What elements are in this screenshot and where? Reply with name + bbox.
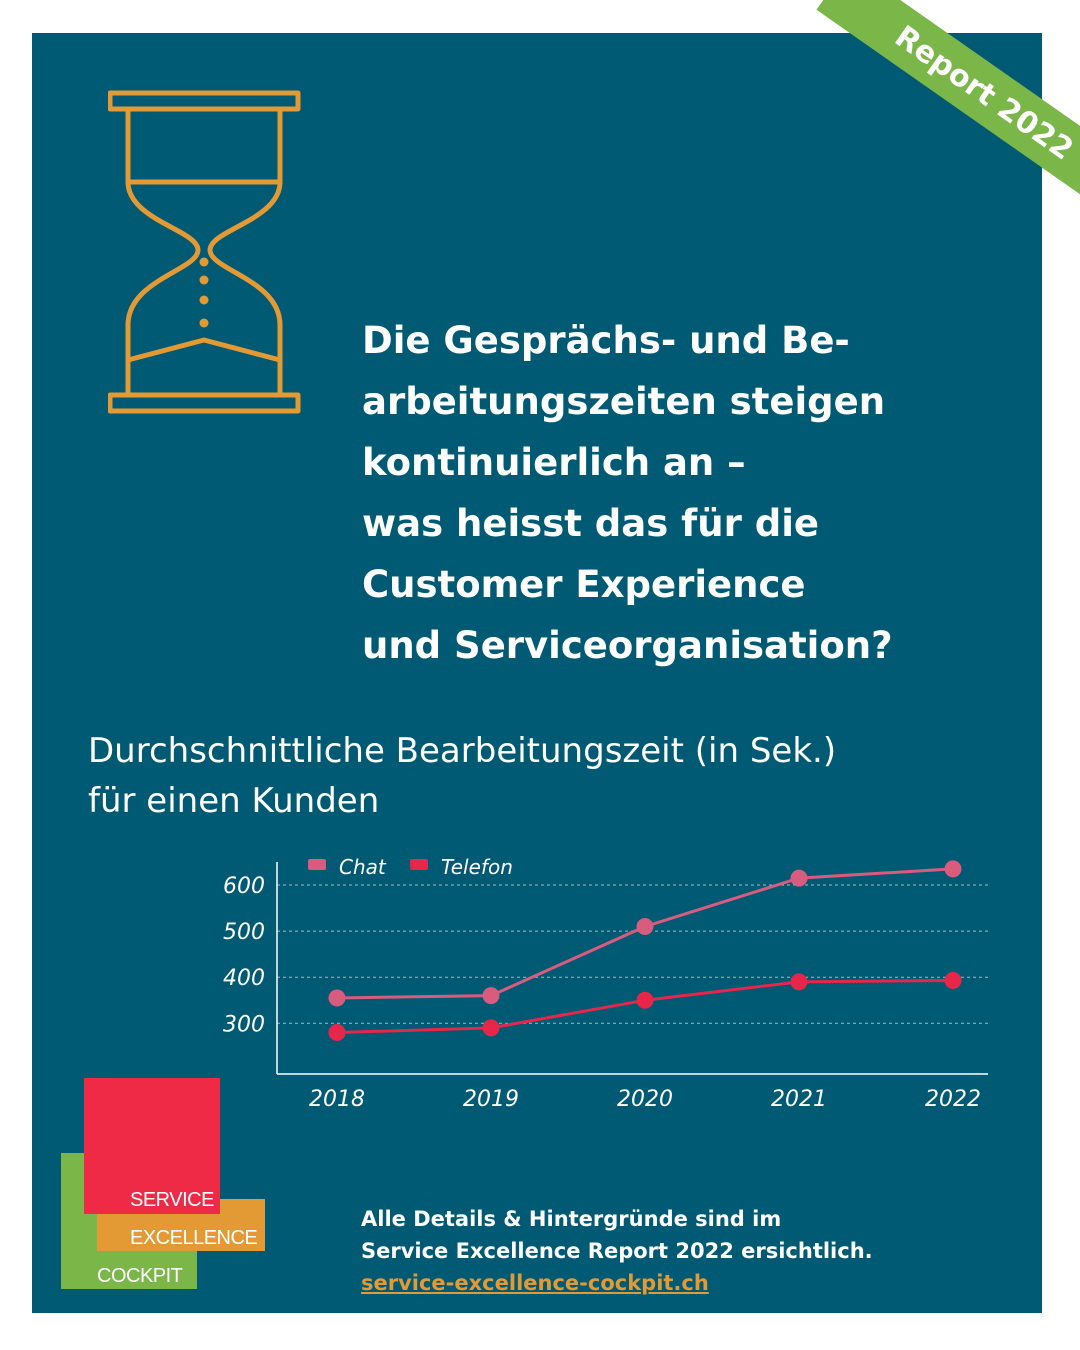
chart-title: Durchschnittliche Bearbeitungszeit (in S…: [88, 726, 836, 826]
website-link[interactable]: service-excellence-cockpit.ch: [361, 1271, 709, 1295]
headline-line: Customer Experience: [362, 563, 806, 606]
headline-line: kontinuierlich an –: [362, 441, 746, 484]
headline-line: was heisst das für die: [362, 502, 819, 545]
footer-line: Service Excellence Report 2022 ersichtli…: [361, 1239, 873, 1263]
logo-text-cockpit: COCKPIT: [97, 1265, 183, 1287]
logo-text-excellence: EXCELLENCE: [130, 1227, 258, 1249]
headline: Die Gesprächs- und Be- arbeitungszeiten …: [362, 310, 1022, 676]
logo-red-square: [84, 1078, 220, 1214]
logo-text-service: SERVICE: [130, 1189, 214, 1211]
headline-line: Die Gesprächs- und Be-: [362, 319, 850, 362]
footer-line: Alle Details & Hintergründe sind im: [361, 1207, 782, 1231]
headline-line: und Serviceorganisation?: [362, 624, 893, 667]
headline-line: arbeitungszeiten steigen: [362, 380, 886, 423]
hourglass-icon: [108, 90, 301, 414]
chart-title-line: für einen Kunden: [88, 781, 380, 821]
chart-title-line: Durchschnittliche Bearbeitungszeit (in S…: [88, 731, 837, 771]
footer: Alle Details & Hintergründe sind im Serv…: [361, 1203, 873, 1299]
